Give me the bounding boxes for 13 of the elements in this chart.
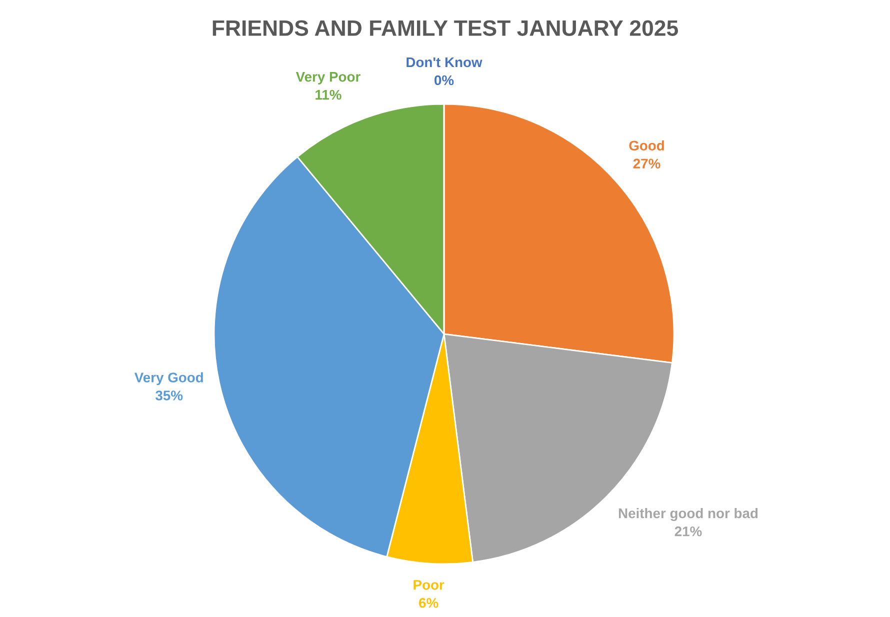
- chart-title: FRIENDS AND FAMILY TEST JANUARY 2025: [212, 20, 678, 36]
- category-label: Don't Know: [406, 57, 482, 68]
- slice-label: Very Poor: [296, 72, 360, 84]
- slice-label: Poor: [414, 580, 444, 590]
- data-label: 11%: [316, 90, 342, 100]
- slice-label: Very Good: [134, 372, 203, 386]
- data-label: 35%: [156, 390, 183, 400]
- slice-label: Good: [629, 140, 664, 151]
- data-label: 6%: [419, 598, 438, 608]
- text: 0%: [434, 75, 454, 86]
- data-label: 21%: [674, 526, 702, 536]
- slice-label: Neither good nor bad: [618, 508, 758, 522]
- data-label: 27%: [633, 158, 660, 168]
